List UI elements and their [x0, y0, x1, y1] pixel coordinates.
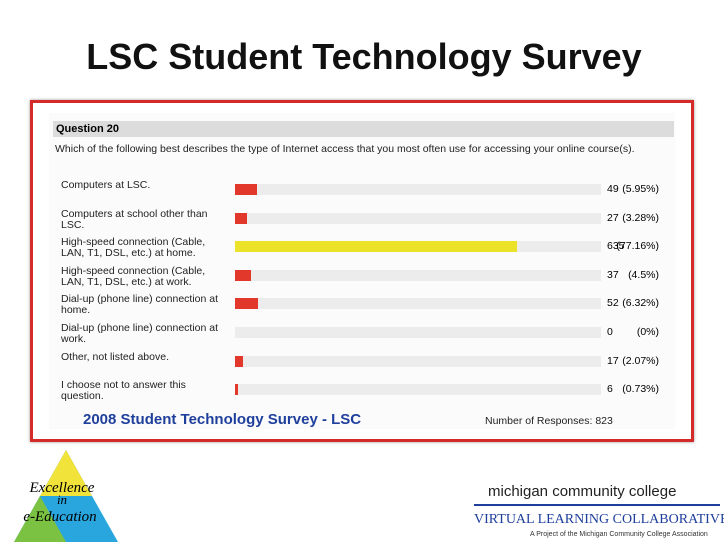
- slide-title: LSC Student Technology Survey: [86, 36, 642, 77]
- bar-track: [235, 384, 601, 396]
- value-label: 37: [607, 268, 619, 281]
- percentage-label: (6.32%): [622, 297, 659, 310]
- logo-text: A Project of the Michigan Community Coll…: [530, 531, 708, 538]
- category-label: Dial-up (phone line) connection at home.: [61, 293, 219, 317]
- row: Computers at school other than LSC. 27 (3.…: [49, 207, 675, 235]
- bar: [235, 212, 247, 224]
- row: Other, not listed above. 17 (2.07%): [49, 350, 675, 378]
- bar: [235, 184, 257, 195]
- bar-track: [235, 241, 601, 253]
- logo-right: michigan community college VIRTUAL LEARN…: [474, 483, 724, 538]
- bar-track: [235, 184, 601, 195]
- percentage-label: (0.73%): [622, 383, 659, 396]
- bar: [235, 241, 518, 253]
- category-label: High-speed connection (Cable, LAN, T1, D…: [61, 236, 206, 260]
- row: Dial-up (phone line) connection at home.…: [49, 292, 675, 320]
- logo-text: VIRTUAL LEARNING COLLABORATIVE: [474, 512, 724, 527]
- survey-panel: Question 20 Which of the following best …: [30, 100, 694, 442]
- value-label: 635: [607, 240, 625, 253]
- survey-inner: Question 20 Which of the following best …: [49, 113, 675, 429]
- category-label: High-speed connection (Cable, LAN, T1, D…: [61, 264, 206, 288]
- value-label: 0: [607, 326, 613, 338]
- value-label: 52: [607, 297, 619, 310]
- percentage-label: (4.5%): [628, 268, 659, 281]
- value-label: 17: [607, 354, 619, 367]
- row: High-speed connection (Cable, LAN, T1, D…: [49, 264, 675, 292]
- footer-title: 2008 Student Technology Survey - LSC: [83, 411, 362, 428]
- bar-track: [235, 212, 601, 224]
- logo-text: e-Education: [23, 509, 96, 525]
- category-label: Computers at LSC.: [61, 179, 151, 191]
- bar-track: [235, 269, 601, 281]
- triangle-top: [40, 450, 92, 496]
- question-heading: Question 20: [53, 121, 674, 137]
- value-label: 6: [607, 383, 613, 396]
- logo-left: Excellence in e-Education: [14, 450, 118, 542]
- percentage-label: (5.95%): [622, 183, 659, 195]
- bar: [235, 384, 238, 396]
- bar: [235, 355, 243, 367]
- bar-track: [235, 327, 601, 338]
- triangle-left: [14, 496, 66, 542]
- row: High-speed connection (Cable, LAN, T1, D…: [49, 235, 675, 263]
- logo-text: Excellence: [29, 480, 95, 496]
- category-label: I choose not to answer this question.: [61, 379, 186, 403]
- responses-value: 823: [595, 415, 613, 427]
- row: Dial-up (phone line) connection at work.…: [49, 321, 675, 349]
- value-label: 49: [607, 183, 619, 195]
- bar-track: [235, 355, 601, 367]
- logo-text: in: [57, 492, 67, 507]
- value-label: 27: [607, 211, 619, 224]
- responses-label: Number of Responses:: [485, 415, 593, 427]
- bar: [235, 269, 252, 281]
- question-text: Which of the following best describes th…: [55, 143, 635, 155]
- logo-text: michigan community college: [488, 483, 676, 500]
- percentage-label: (77.16%): [616, 240, 659, 253]
- row: I choose not to answer this question. 6 (0…: [49, 378, 675, 406]
- responses: Number of Responses: 823: [485, 415, 613, 427]
- category-label: Dial-up (phone line) connection at work.: [61, 322, 219, 345]
- percentage-label: (2.07%): [622, 354, 659, 367]
- bar: [235, 298, 259, 310]
- category-label: Other, not listed above.: [61, 350, 169, 363]
- row: Computers at LSC. 49 (5.95%): [49, 178, 675, 206]
- bar-track: [235, 298, 601, 310]
- percentage-label: (3.28%): [622, 211, 659, 224]
- percentage-label: (0%): [636, 326, 659, 338]
- category-label: Computers at school other than LSC.: [61, 207, 208, 231]
